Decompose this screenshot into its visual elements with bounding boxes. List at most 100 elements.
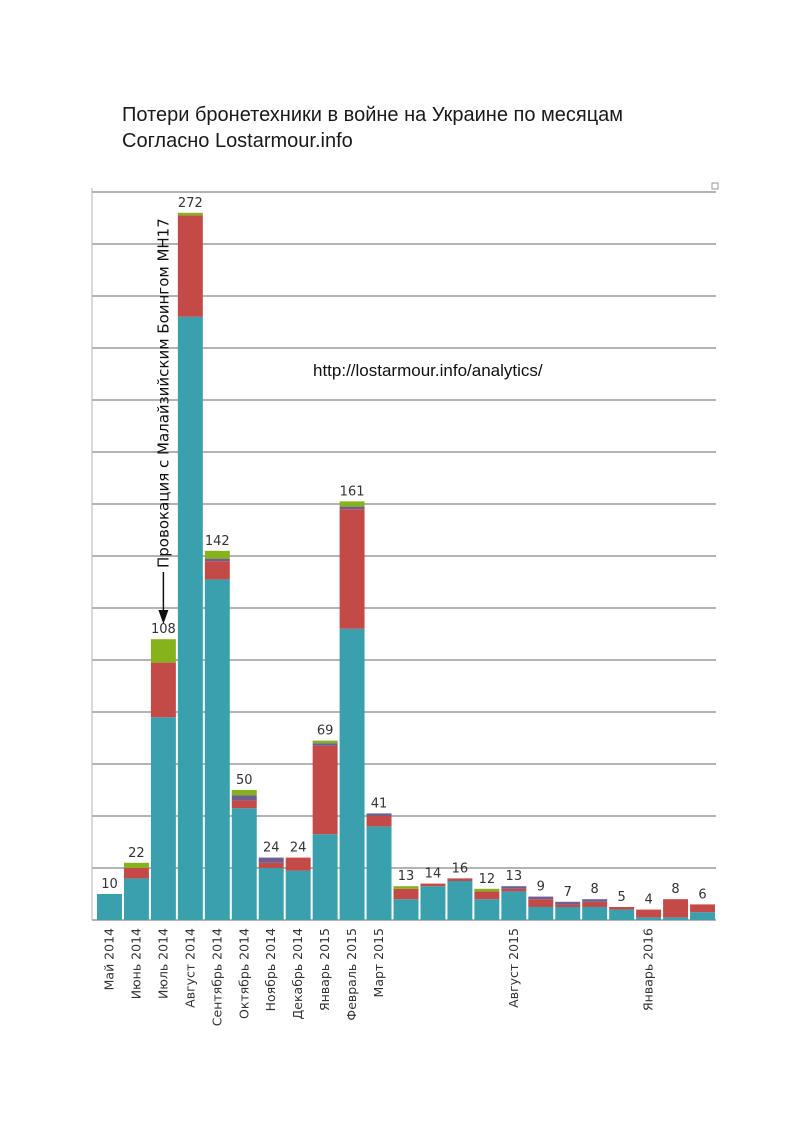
bar-value-label: 8 [671, 882, 679, 897]
bar-value-label: 22 [128, 846, 145, 861]
bar-segment-2 [528, 899, 554, 907]
bar-value-label: 13 [506, 869, 523, 884]
category-label: Март 2015 [371, 928, 386, 997]
category-label: Август 2015 [506, 928, 521, 1008]
bar-segment-4 [474, 888, 500, 892]
bar-segment-2 [312, 745, 338, 835]
bar-segment-2 [690, 904, 715, 913]
bar-segment-2 [150, 662, 176, 718]
bar-segment-1 [474, 899, 500, 920]
bar-segment-2 [474, 891, 500, 900]
bar-value-label: 272 [178, 196, 203, 211]
bar-segment-2 [609, 907, 635, 910]
bar-segment-3 [528, 896, 554, 900]
bar-segment-1 [177, 316, 203, 920]
bar-segment-4 [123, 862, 149, 868]
bar-segment-2 [447, 878, 473, 881]
category-label: Май 2014 [101, 928, 116, 990]
bar-segment-1 [528, 907, 554, 920]
bar-segment-1 [420, 886, 446, 920]
bar-segment-3 [312, 743, 338, 746]
bar-segment-4 [312, 740, 338, 744]
bar-segment-1 [97, 894, 122, 920]
annotation: Провокация с Малайзийским Боингом МН17 [154, 218, 172, 624]
bar-segment-2 [420, 883, 446, 887]
bar-segment-1 [312, 834, 338, 920]
annotation-arrow-head [158, 610, 169, 624]
bar-segment-4 [204, 550, 230, 559]
bar-value-label: 69 [317, 724, 334, 739]
bar-segment-1 [555, 907, 581, 920]
bar-segment-4 [177, 212, 203, 216]
bar-value-label: 4 [644, 893, 652, 908]
corner-marker [711, 182, 719, 190]
bars [97, 212, 715, 920]
bar-value-label: 12 [479, 872, 496, 887]
bar-segment-2 [393, 888, 419, 900]
bar-segment-1 [393, 899, 419, 920]
bar-segment-2 [663, 899, 689, 918]
bar-value-label: 7 [564, 885, 572, 900]
bar-segment-1 [123, 878, 149, 920]
bar-segment-1 [231, 808, 257, 920]
bar-value-label: 24 [263, 841, 280, 856]
bar-segment-2 [636, 909, 662, 918]
bar-segment-3 [258, 857, 284, 863]
category-label: Сентябрь 2014 [209, 928, 224, 1026]
bar-value-label: 6 [698, 887, 706, 902]
category-label: Январь 2016 [641, 928, 656, 1011]
bar-value-label: 142 [205, 534, 230, 549]
bar-segment-1 [366, 826, 392, 920]
bar-segment-4 [231, 790, 257, 796]
annotation-text: Провокация с Малайзийским Боингом МН17 [154, 218, 172, 568]
bar-segment-2 [285, 857, 311, 871]
bar-segment-1 [690, 912, 715, 920]
category-label: Февраль 2015 [344, 928, 359, 1021]
chart-title-line-2: Согласно Lostarmour.info [122, 130, 353, 152]
bar-segment-1 [636, 917, 662, 920]
bar-value-label: 10 [101, 877, 118, 892]
bar-segment-2 [177, 215, 203, 317]
bar-segment-1 [285, 870, 311, 920]
bar-segment-3 [501, 886, 527, 889]
bar-value-label: 8 [591, 882, 599, 897]
category-label: Январь 2015 [317, 928, 332, 1011]
bar-value-label: 13 [398, 869, 415, 884]
bar-value-label: 14 [425, 867, 442, 882]
bar-segment-1 [609, 909, 635, 920]
source-url-label: http://lostarmour.info/analytics/ [313, 361, 543, 380]
bar-segment-2 [582, 901, 608, 907]
bar-segment-1 [447, 881, 473, 920]
bar-segment-1 [204, 579, 230, 920]
chart-title-line-1: Потери бронетехники в войне на Украине п… [122, 104, 624, 126]
bar-segment-1 [501, 891, 527, 920]
bar-segment-2 [501, 888, 527, 892]
bar-segment-3 [555, 901, 581, 905]
category-label: Июль 2014 [155, 928, 170, 999]
labels: 10 Май 2014 22 Июнь 2014 108 Июль 2014 272 Авгу… [101, 196, 706, 1026]
bar-segment-3 [231, 795, 257, 801]
bar-value-label: 161 [340, 484, 365, 499]
category-label: Ноябрь 2014 [263, 928, 278, 1011]
bar-segment-1 [663, 917, 689, 920]
bar-segment-3 [582, 899, 608, 902]
bar-segment-4 [150, 639, 176, 663]
bar-segment-4 [339, 501, 365, 507]
bar-value-label: 41 [371, 796, 388, 811]
bar-value-label: 50 [236, 773, 253, 788]
category-label: Октябрь 2014 [236, 928, 251, 1019]
category-label: Август 2014 [182, 928, 197, 1008]
bar-segment-2 [231, 800, 257, 809]
bar-segment-1 [582, 907, 608, 920]
bar-segment-4 [393, 886, 419, 889]
bar-segment-3 [339, 506, 365, 510]
bar-value-label: 5 [618, 890, 626, 905]
category-label: Июнь 2014 [128, 928, 143, 999]
bar-segment-2 [555, 904, 581, 907]
bar-value-label: 108 [151, 622, 176, 637]
bar-segment-1 [339, 628, 365, 920]
bar-segment-3 [366, 813, 392, 816]
bar-segment-2 [204, 561, 230, 580]
bar-segment-2 [366, 816, 392, 827]
